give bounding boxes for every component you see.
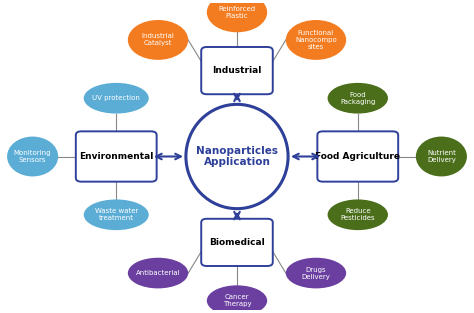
Text: Industrial
Catalyst: Industrial Catalyst [142,33,174,46]
Ellipse shape [328,83,388,114]
Text: Biomedical: Biomedical [209,238,265,247]
Text: Reinforced
Plastic: Reinforced Plastic [219,6,255,19]
Text: Food Agriculture: Food Agriculture [315,152,400,161]
Text: Industrial: Industrial [212,66,262,75]
FancyBboxPatch shape [201,219,273,266]
Ellipse shape [416,136,467,177]
Text: Food
Packaging: Food Packaging [340,92,375,105]
Text: Environmental: Environmental [79,152,154,161]
Ellipse shape [207,0,267,32]
Ellipse shape [328,199,388,230]
Ellipse shape [207,285,267,313]
Ellipse shape [128,258,188,288]
Text: Monitoring
Sensors: Monitoring Sensors [14,150,51,163]
Text: Nanoparticles
Application: Nanoparticles Application [196,146,278,167]
Text: Waste water
treatment: Waste water treatment [94,208,138,221]
Ellipse shape [128,20,188,60]
Text: Drugs
Delivery: Drugs Delivery [301,267,330,280]
Ellipse shape [186,104,288,209]
Ellipse shape [7,136,58,177]
Ellipse shape [286,258,346,288]
Text: Nutrient
Delivery: Nutrient Delivery [427,150,456,163]
Text: Functional
Nanocompo
sites: Functional Nanocompo sites [295,30,337,50]
Text: Cancer
Therapy: Cancer Therapy [223,294,251,307]
Ellipse shape [286,20,346,60]
FancyBboxPatch shape [76,131,156,182]
Text: Antibacterial: Antibacterial [136,270,180,276]
FancyBboxPatch shape [201,47,273,94]
FancyBboxPatch shape [318,131,398,182]
Ellipse shape [84,199,149,230]
Text: UV protection: UV protection [92,95,140,101]
Ellipse shape [84,83,149,114]
Text: Reduce
Pesticides: Reduce Pesticides [340,208,375,221]
